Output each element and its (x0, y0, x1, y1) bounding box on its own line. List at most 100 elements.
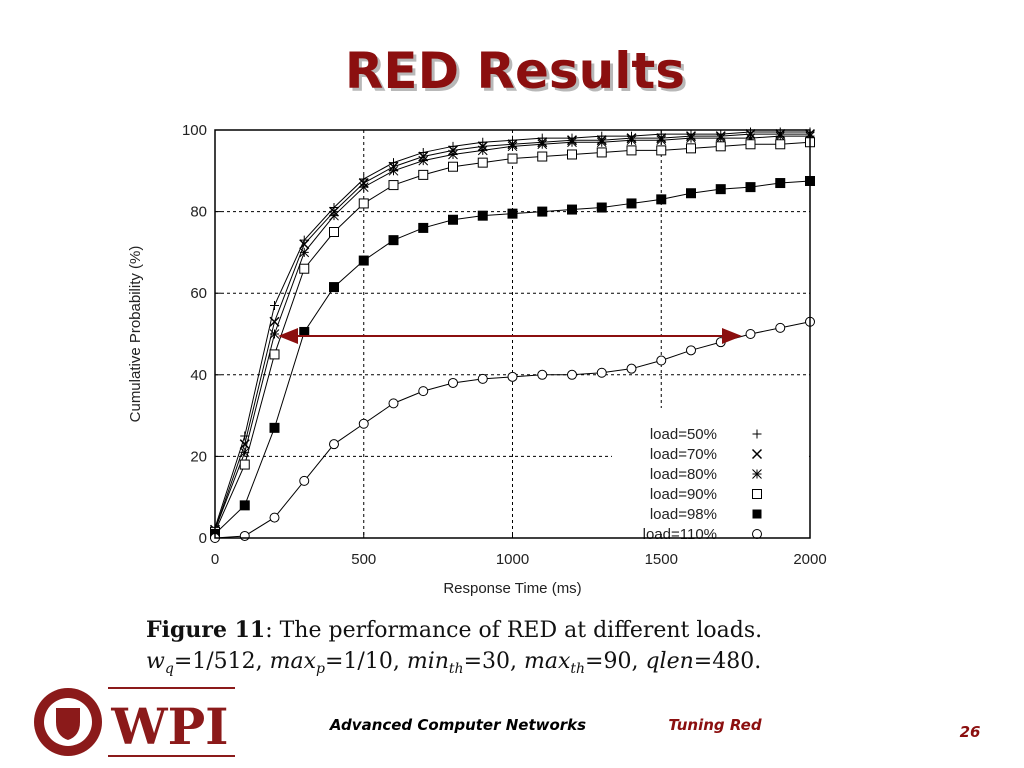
marker (507, 208, 518, 219)
marker (686, 188, 696, 199)
marker (299, 247, 310, 258)
footer-course: Advanced Computer Networks (329, 716, 586, 734)
marker (775, 139, 786, 150)
marker (656, 355, 667, 366)
caption-part: =90, (585, 649, 645, 674)
marker (478, 137, 488, 147)
caption-line1: Figure 11: The performance of RED at dif… (146, 617, 762, 643)
caption-part: =480. (694, 649, 761, 674)
legend-label: load=70% (650, 446, 717, 463)
marker (448, 377, 458, 388)
marker (388, 180, 399, 191)
marker (477, 373, 488, 384)
caption-part: =1/512, (174, 649, 270, 674)
marker (269, 422, 280, 433)
marker (596, 137, 607, 148)
marker (329, 203, 339, 213)
caption-line2: wq=1/512, maxp=1/10, minth=30, maxth=90,… (146, 649, 761, 677)
marker (329, 282, 339, 293)
x-tick-label: 1000 (496, 551, 529, 568)
marker (507, 371, 518, 382)
marker (299, 239, 310, 250)
marker (751, 448, 763, 460)
marker (448, 214, 458, 225)
marker (359, 174, 369, 184)
legend-label: load=80% (650, 466, 717, 483)
legend-label: load=50% (650, 426, 717, 443)
marker (299, 475, 310, 486)
x-tick-label: 2000 (793, 551, 826, 568)
marker (537, 206, 548, 217)
marker (686, 133, 696, 144)
footer-topic: Tuning Red (668, 716, 761, 734)
marker (269, 329, 280, 339)
marker (477, 157, 488, 168)
plot-frame (214, 129, 811, 539)
marker (269, 349, 280, 360)
caption-part: max (524, 649, 571, 674)
marker (626, 198, 637, 209)
legend-label: load=98% (650, 506, 717, 523)
marker (537, 151, 548, 162)
marker (626, 363, 637, 374)
marker (269, 512, 280, 523)
marker (567, 204, 577, 215)
caption-part: =1/10, (325, 649, 407, 674)
marker (299, 263, 310, 274)
y-axis-label: Cumulative Probability (%) (127, 246, 144, 423)
marker (448, 141, 458, 151)
marker (507, 153, 518, 164)
legend-label: load=90% (650, 486, 717, 503)
marker (686, 143, 696, 154)
shield (56, 708, 80, 740)
caption-subscript: th (449, 661, 464, 677)
marker (567, 149, 577, 160)
marker (329, 439, 339, 450)
marker (567, 137, 577, 148)
caption-part: w (146, 649, 165, 674)
marker (358, 182, 369, 192)
logo-text: WPI (110, 697, 228, 756)
marker (596, 202, 607, 213)
marker (775, 131, 786, 141)
marker (388, 165, 399, 176)
marker (299, 235, 309, 245)
y-tick-label: 80 (190, 204, 207, 221)
marker (752, 469, 762, 479)
logo: WPI (34, 687, 235, 757)
marker (745, 182, 756, 193)
caption-part: qlen (645, 649, 693, 674)
marker (239, 459, 250, 470)
y-tick-label: 100 (182, 122, 207, 139)
marker (507, 141, 518, 152)
marker (715, 337, 726, 348)
marker (752, 529, 762, 539)
marker (656, 135, 667, 146)
marker (239, 447, 250, 458)
caption-part: =30, (464, 649, 524, 674)
marker (715, 133, 726, 144)
marker (358, 418, 369, 429)
marker (448, 149, 458, 160)
legend-label: load=110% (643, 526, 717, 543)
caption-part: min (407, 649, 449, 674)
marker (418, 147, 428, 157)
caption-part: max (270, 649, 317, 674)
x-tick-label: 0 (211, 551, 219, 568)
marker (448, 161, 458, 172)
marker (418, 386, 429, 397)
x-tick-label: 1500 (645, 551, 678, 568)
marker (239, 500, 250, 511)
x-axis-label: Response Time (ms) (443, 580, 581, 597)
title-shadow: RED Results (348, 45, 688, 103)
marker (389, 158, 398, 168)
slide-title: RED Results (345, 42, 685, 100)
legend-box (612, 408, 809, 534)
caption-text: : The performance of RED at different lo… (265, 618, 762, 643)
marker (388, 235, 399, 246)
marker (329, 227, 339, 237)
marker (329, 210, 339, 221)
